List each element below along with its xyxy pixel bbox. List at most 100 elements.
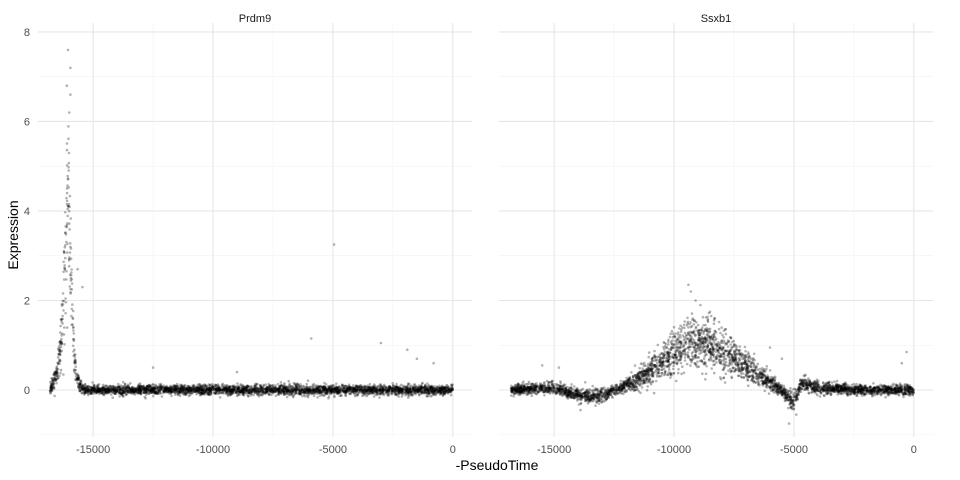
data-point: [340, 384, 344, 388]
data-point: [198, 389, 202, 393]
data-point: [65, 278, 68, 281]
data-point: [159, 386, 163, 390]
data-point: [364, 390, 367, 394]
data-point: [325, 392, 329, 395]
data-point: [211, 383, 214, 386]
data-point: [396, 389, 399, 393]
data-point: [131, 390, 135, 394]
data-point: [211, 388, 215, 392]
data-point: [167, 390, 171, 393]
data-point: [333, 386, 336, 390]
data-point: [241, 393, 245, 397]
data-point: [382, 389, 385, 393]
data-point: [387, 388, 390, 392]
data-point: [219, 391, 222, 395]
data-point: [61, 299, 64, 303]
data-point: [70, 268, 73, 271]
data-point: [98, 388, 102, 391]
data-point: [394, 393, 398, 396]
data-point: [286, 385, 290, 388]
data-point: [49, 389, 53, 393]
data-point: [244, 386, 247, 390]
data-point: [407, 396, 410, 399]
data-point: [309, 389, 312, 393]
data-point: [283, 392, 286, 396]
data-point: [388, 385, 392, 389]
data-point: [348, 392, 352, 396]
data-point: [276, 392, 280, 396]
data-point: [299, 392, 303, 396]
data-point: [287, 379, 291, 383]
data-point: [327, 396, 330, 400]
data-point: [417, 387, 421, 391]
data-point: [134, 389, 138, 393]
data-point: [165, 387, 168, 391]
data-point: [439, 390, 443, 394]
data-point: [295, 384, 298, 387]
data-point: [351, 390, 355, 394]
data-point: [69, 93, 72, 96]
data-point: [383, 389, 386, 392]
data-point: [57, 345, 61, 349]
data-point: [446, 392, 450, 395]
data-point: [53, 373, 56, 377]
data-point: [86, 385, 89, 388]
data-point: [375, 389, 378, 392]
data-point: [367, 389, 371, 393]
data-point: [161, 385, 164, 389]
data-point: [230, 389, 233, 393]
data-point: [646, 385, 649, 388]
data-point: [254, 385, 257, 388]
data-point: [392, 390, 396, 393]
data-point: [150, 389, 154, 393]
data-point: [139, 392, 143, 396]
data-point: [344, 384, 347, 388]
data-point: [399, 391, 403, 395]
data-point: [327, 390, 330, 394]
data-point: [176, 387, 179, 391]
data-point: [183, 385, 186, 389]
data-point: [66, 48, 70, 52]
data-point: [95, 390, 99, 394]
data-point: [386, 393, 389, 397]
data-point: [338, 388, 342, 392]
data-point: [378, 392, 382, 396]
data-point: [345, 386, 348, 389]
data-point: [449, 389, 453, 393]
data-point: [93, 389, 97, 393]
data-point: [158, 386, 162, 390]
data-point: [78, 382, 81, 386]
data-point: [64, 297, 67, 300]
data-point: [127, 385, 130, 389]
data-point: [237, 386, 240, 389]
data-point: [357, 385, 361, 389]
data-point: [56, 362, 60, 365]
data-point: [330, 387, 334, 391]
data-point: [71, 344, 75, 348]
data-point: [287, 393, 290, 396]
data-point: [331, 387, 334, 391]
data-point: [135, 388, 139, 392]
data-point: [196, 389, 200, 392]
data-point: [353, 387, 357, 391]
data-point: [136, 386, 140, 389]
data-point: [220, 383, 224, 387]
data-point: [451, 388, 454, 392]
data-point: [65, 84, 69, 87]
data-point: [318, 389, 321, 392]
data-point: [334, 388, 338, 391]
data-point: [317, 389, 321, 392]
data-point: [105, 384, 108, 388]
data-point: [55, 368, 59, 371]
data-point: [87, 388, 90, 391]
data-point: [381, 388, 385, 391]
data-point: [306, 389, 309, 393]
data-point: [427, 384, 430, 388]
data-point: [177, 390, 181, 393]
data-point: [271, 386, 275, 389]
data-point: [285, 387, 288, 390]
data-point: [421, 381, 424, 385]
data-point: [150, 391, 153, 394]
data-point: [449, 393, 453, 397]
